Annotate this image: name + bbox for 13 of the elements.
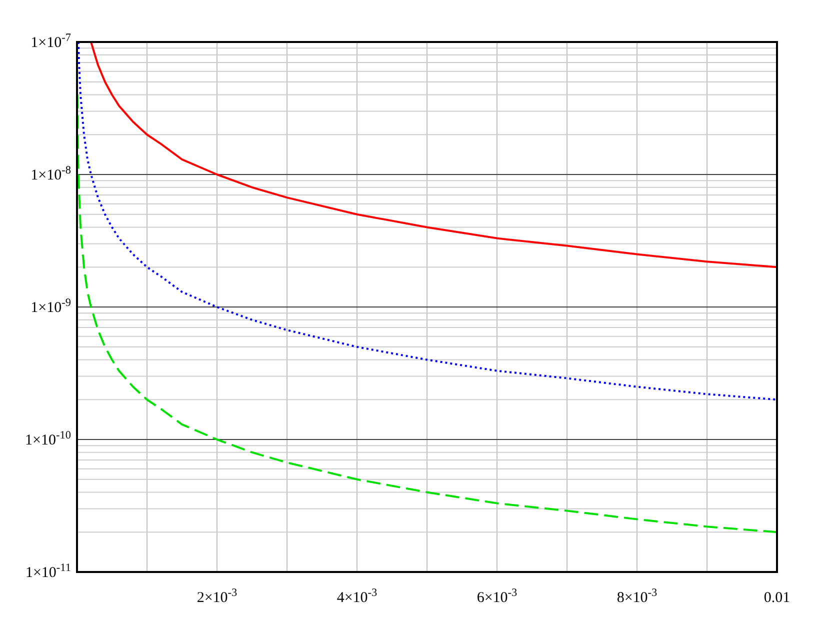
x-tick-label: 6×10$^{-3}$ xyxy=(476,587,518,606)
line-series xyxy=(90,41,778,268)
x-tick-label: 4×10$^{-3}$ xyxy=(336,587,378,606)
y-tick-label: 1×10$^{-9}$ xyxy=(30,297,72,316)
x-tick-label: 8×10$^{-3}$ xyxy=(616,587,658,606)
y-tick-label: 1×10$^{-10}$ xyxy=(25,430,72,448)
y-tick-label: 1×10$^{-8}$ xyxy=(30,164,72,184)
y-tick-label: 1×10$^{-7}$ xyxy=(30,32,72,51)
line-series xyxy=(76,94,778,534)
y-tick-label: 1×10$^{-11}$ xyxy=(25,562,71,581)
line-series xyxy=(77,41,778,401)
x-tick-label: 0.01 xyxy=(764,590,790,606)
x-tick-label: 2×10$^{-3}$ xyxy=(196,587,238,606)
